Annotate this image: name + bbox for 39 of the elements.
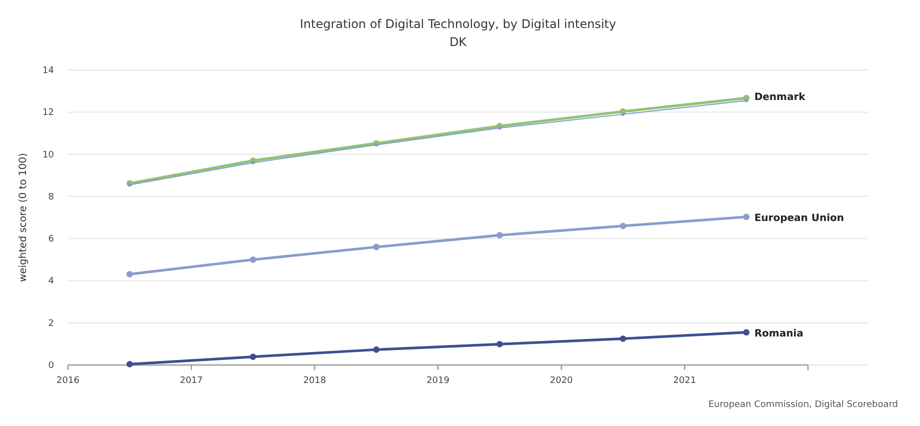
- point: [374, 143, 378, 147]
- point: [496, 340, 503, 348]
- chart-title: Integration of Digital Technology, by Digital intensity: [300, 17, 616, 31]
- x-tick-label: 2016: [56, 376, 80, 386]
- point: [496, 232, 503, 238]
- y-tick-label: 6: [48, 234, 54, 245]
- point: [126, 270, 133, 278]
- point: [251, 161, 255, 164]
- point: [373, 346, 380, 353]
- series-label: Romania: [754, 328, 804, 340]
- y-tick-label: 10: [42, 150, 54, 160]
- x-tick-label: 2021: [673, 376, 696, 386]
- x-tick-label: 2017: [180, 376, 203, 386]
- y-tick-label: 0: [48, 361, 54, 371]
- series-label: European Union: [754, 212, 844, 224]
- point: [126, 360, 133, 368]
- x-tick-label: 2018: [303, 376, 326, 386]
- chart-subtitle: DK: [449, 35, 468, 49]
- point: [250, 354, 256, 360]
- y-tick-label: 14: [42, 66, 54, 76]
- point: [744, 98, 748, 102]
- x-tick-label: 2019: [426, 376, 450, 386]
- x-tick-label: 2020: [550, 376, 574, 386]
- point: [743, 214, 750, 220]
- point: [743, 329, 750, 336]
- point: [621, 112, 625, 116]
- y-axis-title: weighted score (0 to 100): [18, 152, 29, 282]
- point: [620, 222, 626, 230]
- point: [128, 183, 132, 187]
- point: [250, 256, 256, 263]
- y-tick-label: 4: [48, 276, 54, 287]
- y-tick-label: 8: [48, 192, 54, 202]
- series-label: Denmark: [754, 92, 806, 104]
- text: European Commission, Digital Scoreboard: [708, 400, 898, 410]
- point: [620, 335, 626, 342]
- point: [498, 126, 502, 130]
- point: [373, 244, 380, 250]
- y-tick-label: 12: [42, 108, 54, 118]
- y-tick-label: 2: [48, 318, 54, 329]
